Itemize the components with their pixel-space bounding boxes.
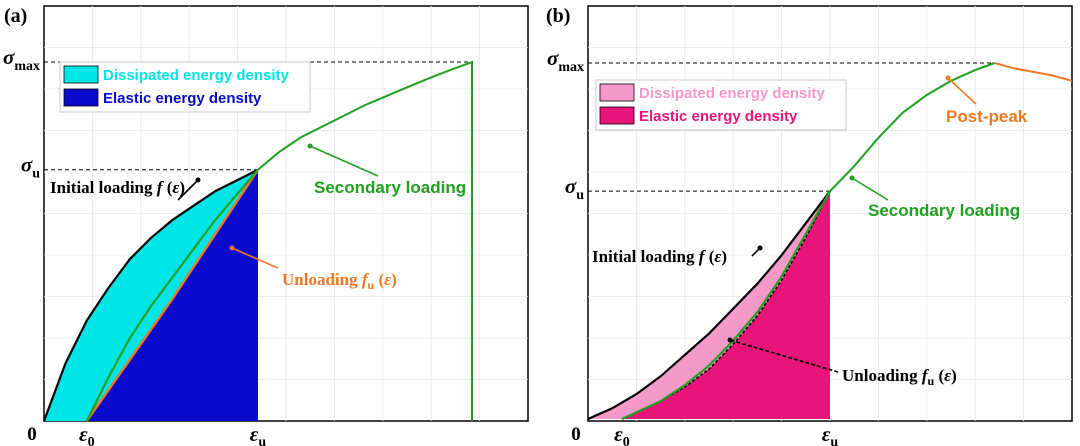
series-reloading — [85, 168, 259, 422]
y-tick-subscript: max — [558, 60, 584, 75]
annotation-subscript: u — [368, 278, 375, 292]
y-tick-label: σu — [565, 174, 584, 203]
annotation-text: Unloading — [842, 366, 922, 385]
x-tick-symbol: ε — [79, 422, 88, 446]
panel-label: (b) — [546, 5, 570, 27]
x-tick-subscript: 0 — [623, 435, 630, 446]
annotation-argument: ε — [714, 247, 721, 266]
annotation-argument: ε — [944, 366, 951, 385]
x-tick-label: ε0 — [79, 422, 95, 446]
series-post-peak — [994, 62, 1073, 82]
legend: Dissipated energy density Elastic energy … — [59, 61, 311, 113]
y-tick-subscript: u — [576, 188, 584, 203]
annotation-function: f — [362, 270, 370, 289]
annotation-postpeak: Post-peak — [946, 107, 1028, 126]
annotation-paren: ) — [179, 178, 185, 197]
annotation-arrow — [729, 339, 839, 373]
y-tick-symbol: σ — [3, 45, 15, 69]
annotation-function: f — [922, 366, 930, 385]
annotation-text: Initial loading — [592, 247, 699, 266]
annotation-arrowhead — [945, 75, 951, 81]
legend-swatch — [63, 88, 99, 107]
y-tick-symbol: σ — [547, 46, 559, 70]
annotation-argument: ε — [172, 178, 179, 197]
annotation-arrow — [231, 247, 279, 269]
annotation-unloading: Unloading fu (ε) — [842, 366, 957, 388]
x-tick-symbol: ε — [250, 422, 259, 446]
annotation-arrowhead — [727, 337, 733, 343]
panel-label: (a) — [4, 5, 27, 27]
series-secondary-loading — [829, 62, 995, 192]
x-tick-subscript: 0 — [88, 435, 95, 446]
legend-box — [59, 61, 311, 113]
legend-swatch — [63, 65, 99, 84]
annotation-paren: ( — [934, 366, 944, 385]
legend-label: Dissipated energy density — [639, 85, 826, 102]
annotation-function: f — [157, 178, 165, 197]
series-initial-loading — [42, 168, 259, 422]
legend-label: Dissipated energy density — [103, 67, 290, 84]
series-initial-loading — [587, 190, 831, 421]
annotation-paren: ( — [162, 178, 172, 197]
y-tick-symbol: σ — [21, 153, 33, 177]
x-tick-label: εu — [250, 422, 267, 446]
annotation-arrowhead — [849, 175, 855, 181]
x-tick-label: εu — [822, 422, 839, 446]
legend-swatch — [599, 83, 635, 102]
annotation-text: Initial loading — [50, 178, 157, 197]
legend-label: Elastic energy density — [639, 108, 798, 125]
annotation-arrowhead — [757, 245, 763, 251]
origin-label: 0 — [571, 424, 581, 445]
legend: Dissipated energy density Elastic energy … — [595, 79, 847, 131]
annotation-arrow — [947, 77, 977, 105]
annotation-arrowhead — [307, 143, 313, 149]
annotation-unloading: Unloading fu (ε) — [282, 270, 397, 292]
annotation-subscript: u — [928, 374, 935, 388]
x-tick-symbol: ε — [822, 422, 831, 446]
annotation-secondary: Secondary loading — [868, 201, 1020, 220]
annotation-paren: ) — [951, 366, 957, 385]
legend-swatch — [599, 106, 635, 125]
annotation-arrowhead — [195, 177, 201, 183]
y-tick-symbol: σ — [565, 174, 577, 198]
annotation-secondary: Secondary loading — [314, 178, 466, 197]
annotation-arrowhead — [229, 245, 235, 251]
x-tick-symbol: ε — [614, 422, 623, 446]
x-tick-subscript: u — [830, 435, 838, 446]
annotation-function: f — [699, 247, 707, 266]
annotation-paren: ) — [721, 247, 727, 266]
annotation-argument: ε — [384, 270, 391, 289]
origin-label: 0 — [27, 424, 37, 445]
y-tick-label: σu — [21, 153, 40, 182]
annotation-initial: Initial loading f (ε) — [592, 247, 727, 266]
series-secondary-loading — [257, 60, 473, 421]
annotation-arrow — [851, 177, 889, 201]
elastic-energy-area — [621, 191, 830, 419]
annotation-arrow — [309, 145, 379, 177]
y-tick-subscript: u — [32, 167, 40, 182]
annotation-paren: ( — [374, 270, 384, 289]
x-tick-label: ε0 — [614, 422, 630, 446]
legend-label: Elastic energy density — [103, 90, 262, 107]
annotation-arrow — [177, 179, 199, 201]
legend-box — [595, 79, 847, 131]
y-tick-label: σmax — [3, 45, 40, 74]
y-tick-subscript: max — [14, 59, 40, 74]
annotation-paren: ( — [704, 247, 714, 266]
x-tick-subscript: u — [258, 435, 266, 446]
elastic-energy-area — [86, 169, 258, 421]
annotation-text: Unloading — [282, 270, 362, 289]
annotation-initial: Initial loading f (ε) — [50, 178, 185, 197]
series-unloading — [85, 169, 260, 422]
annotation-paren: ) — [391, 270, 397, 289]
y-tick-label: σmax — [547, 46, 584, 75]
